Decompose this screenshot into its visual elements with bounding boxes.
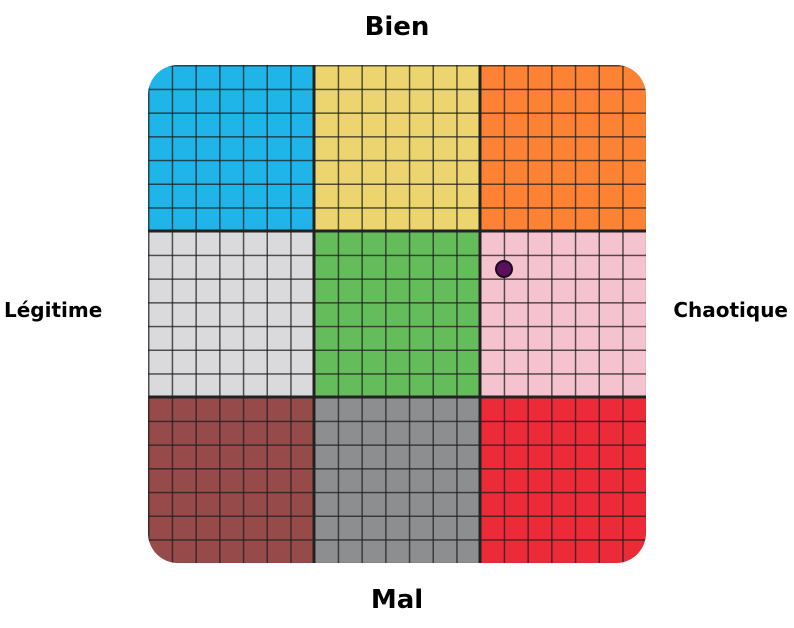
cell-neutral-good: [314, 65, 480, 231]
position-marker: [495, 260, 514, 279]
cell-chaotic-neutral: [480, 231, 646, 397]
cell-lawful-evil: [148, 397, 314, 563]
cell-chaotic-evil: [480, 397, 646, 563]
cell-neutral-evil: [314, 397, 480, 563]
cell-lawful-good: [148, 65, 314, 231]
cell-chaotic-good: [480, 65, 646, 231]
cell-true-neutral: [314, 231, 480, 397]
alignment-grid: [148, 65, 646, 563]
axis-label-evil: Mal: [370, 585, 424, 615]
axis-label-good: Bien: [364, 12, 430, 42]
cell-lawful-neutral: [148, 231, 314, 397]
axis-label-lawful: Légitime: [4, 298, 103, 322]
axis-label-chaotic: Chaotique: [673, 298, 788, 322]
